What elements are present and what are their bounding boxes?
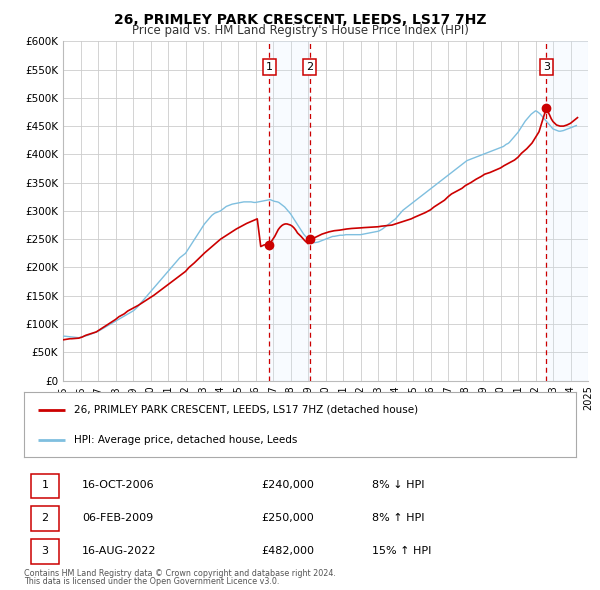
Text: Price paid vs. HM Land Registry's House Price Index (HPI): Price paid vs. HM Land Registry's House … bbox=[131, 24, 469, 37]
Bar bbox=[269, 41, 310, 381]
Text: 2: 2 bbox=[41, 513, 49, 523]
Text: 16-OCT-2006: 16-OCT-2006 bbox=[82, 480, 155, 490]
Text: HPI: Average price, detached house, Leeds: HPI: Average price, detached house, Leed… bbox=[74, 435, 297, 445]
Text: 8% ↑ HPI: 8% ↑ HPI bbox=[372, 513, 424, 523]
Text: 3: 3 bbox=[41, 546, 49, 556]
Text: £482,000: £482,000 bbox=[262, 546, 314, 556]
Text: 1: 1 bbox=[41, 480, 49, 490]
Bar bbox=[547, 41, 588, 381]
FancyBboxPatch shape bbox=[31, 506, 59, 531]
FancyBboxPatch shape bbox=[31, 474, 59, 499]
Text: 16-AUG-2022: 16-AUG-2022 bbox=[82, 546, 157, 556]
FancyBboxPatch shape bbox=[31, 539, 59, 564]
Text: 26, PRIMLEY PARK CRESCENT, LEEDS, LS17 7HZ: 26, PRIMLEY PARK CRESCENT, LEEDS, LS17 7… bbox=[114, 13, 486, 27]
Text: 1: 1 bbox=[266, 62, 273, 72]
Text: Contains HM Land Registry data © Crown copyright and database right 2024.: Contains HM Land Registry data © Crown c… bbox=[24, 569, 336, 578]
Text: £240,000: £240,000 bbox=[262, 480, 314, 490]
Text: 3: 3 bbox=[543, 62, 550, 72]
Text: 06-FEB-2009: 06-FEB-2009 bbox=[82, 513, 153, 523]
Text: £250,000: £250,000 bbox=[262, 513, 314, 523]
Text: 2: 2 bbox=[306, 62, 313, 72]
Text: This data is licensed under the Open Government Licence v3.0.: This data is licensed under the Open Gov… bbox=[24, 577, 280, 586]
Text: 8% ↓ HPI: 8% ↓ HPI bbox=[372, 480, 424, 490]
Text: 15% ↑ HPI: 15% ↑ HPI bbox=[372, 546, 431, 556]
Text: 26, PRIMLEY PARK CRESCENT, LEEDS, LS17 7HZ (detached house): 26, PRIMLEY PARK CRESCENT, LEEDS, LS17 7… bbox=[74, 405, 418, 415]
